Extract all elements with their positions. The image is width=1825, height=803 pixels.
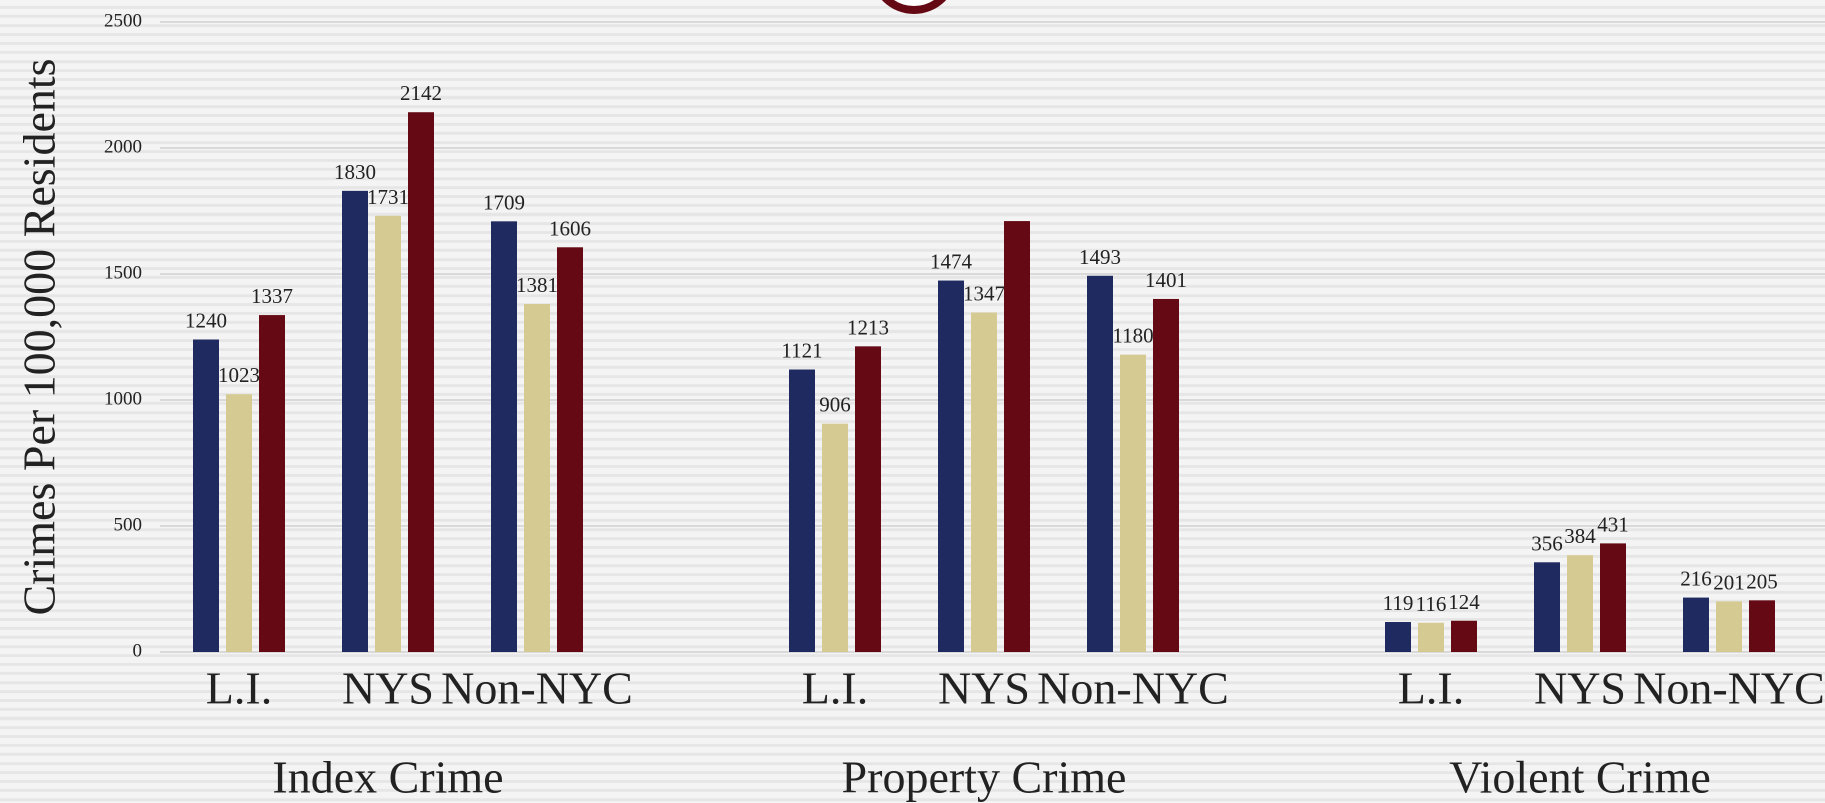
x-tick-label: L.I. [1398, 663, 1464, 714]
y-tick-label: 2500 [104, 10, 142, 31]
data-label: 1606 [549, 216, 591, 240]
data-label: 1347 [963, 282, 1005, 306]
y-tick-label: 1000 [104, 388, 142, 409]
data-label: 1830 [334, 160, 376, 184]
x-tick-label: NYS [938, 663, 1030, 714]
bar [1600, 543, 1626, 652]
bar [1451, 620, 1477, 652]
y-tick-label: 0 [133, 640, 143, 661]
y-axis-label: Crimes Per 100,000 Residents [14, 58, 65, 615]
bar [408, 112, 434, 652]
bar [557, 247, 583, 652]
data-label: 119 [1383, 591, 1414, 615]
bar [193, 339, 219, 652]
bar [226, 394, 252, 652]
bar [491, 221, 517, 652]
data-label: 1493 [1079, 245, 1121, 269]
data-label: 1337 [251, 284, 293, 308]
data-label: 205 [1746, 569, 1778, 593]
bar [1385, 622, 1411, 652]
data-label: 1474 [930, 250, 973, 274]
y-tick-label: 500 [114, 514, 143, 535]
group-label: Property Crime [842, 752, 1127, 803]
bar [1087, 275, 1113, 652]
bar [1153, 298, 1179, 652]
data-label: 1180 [1112, 324, 1153, 348]
data-label: 1121 [781, 339, 822, 363]
bar [1567, 555, 1593, 652]
data-label: 1731 [367, 185, 409, 209]
bar [375, 215, 401, 652]
y-tick-label: 2000 [104, 136, 142, 157]
data-label: 124 [1448, 590, 1480, 614]
bar [259, 315, 285, 652]
bar [822, 423, 848, 652]
x-tick-label: Non-NYC [441, 663, 633, 714]
data-label: 1023 [218, 363, 260, 387]
data-label: 1401 [1145, 268, 1187, 292]
x-tick-label: NYS [342, 663, 434, 714]
data-label: 201 [1713, 570, 1745, 594]
data-label: 384 [1564, 524, 1596, 548]
bar [524, 303, 550, 652]
group-label: Violent Crime [1449, 752, 1711, 803]
bar [789, 369, 815, 652]
group-label: Index Crime [272, 752, 503, 803]
y-tick-label: 1500 [104, 262, 142, 283]
bar [1749, 600, 1775, 652]
bar [1004, 221, 1030, 652]
bar [855, 346, 881, 652]
x-tick-label: Non-NYC [1037, 663, 1229, 714]
data-label: 1240 [185, 309, 227, 333]
x-tick-label: Non-NYC [1633, 663, 1825, 714]
data-label: 2142 [400, 81, 442, 105]
bar [1716, 601, 1742, 652]
x-tick-label: L.I. [802, 663, 868, 714]
data-label: 216 [1680, 567, 1712, 591]
logo-decoration [881, 0, 947, 14]
bar [342, 190, 368, 652]
bar [971, 312, 997, 652]
data-label: 116 [1416, 592, 1447, 616]
bar [938, 280, 964, 652]
data-label: 1381 [516, 273, 558, 297]
data-label: 1709 [483, 190, 525, 214]
bar [1120, 354, 1146, 652]
bar [1418, 622, 1444, 652]
x-tick-label: L.I. [206, 663, 272, 714]
bar [1683, 597, 1709, 652]
x-tick-label: NYS [1534, 663, 1626, 714]
data-label: 431 [1597, 512, 1629, 536]
bar [1534, 562, 1560, 652]
data-label: 906 [819, 393, 851, 417]
data-label: 1213 [847, 315, 889, 339]
data-label: 356 [1531, 531, 1563, 555]
